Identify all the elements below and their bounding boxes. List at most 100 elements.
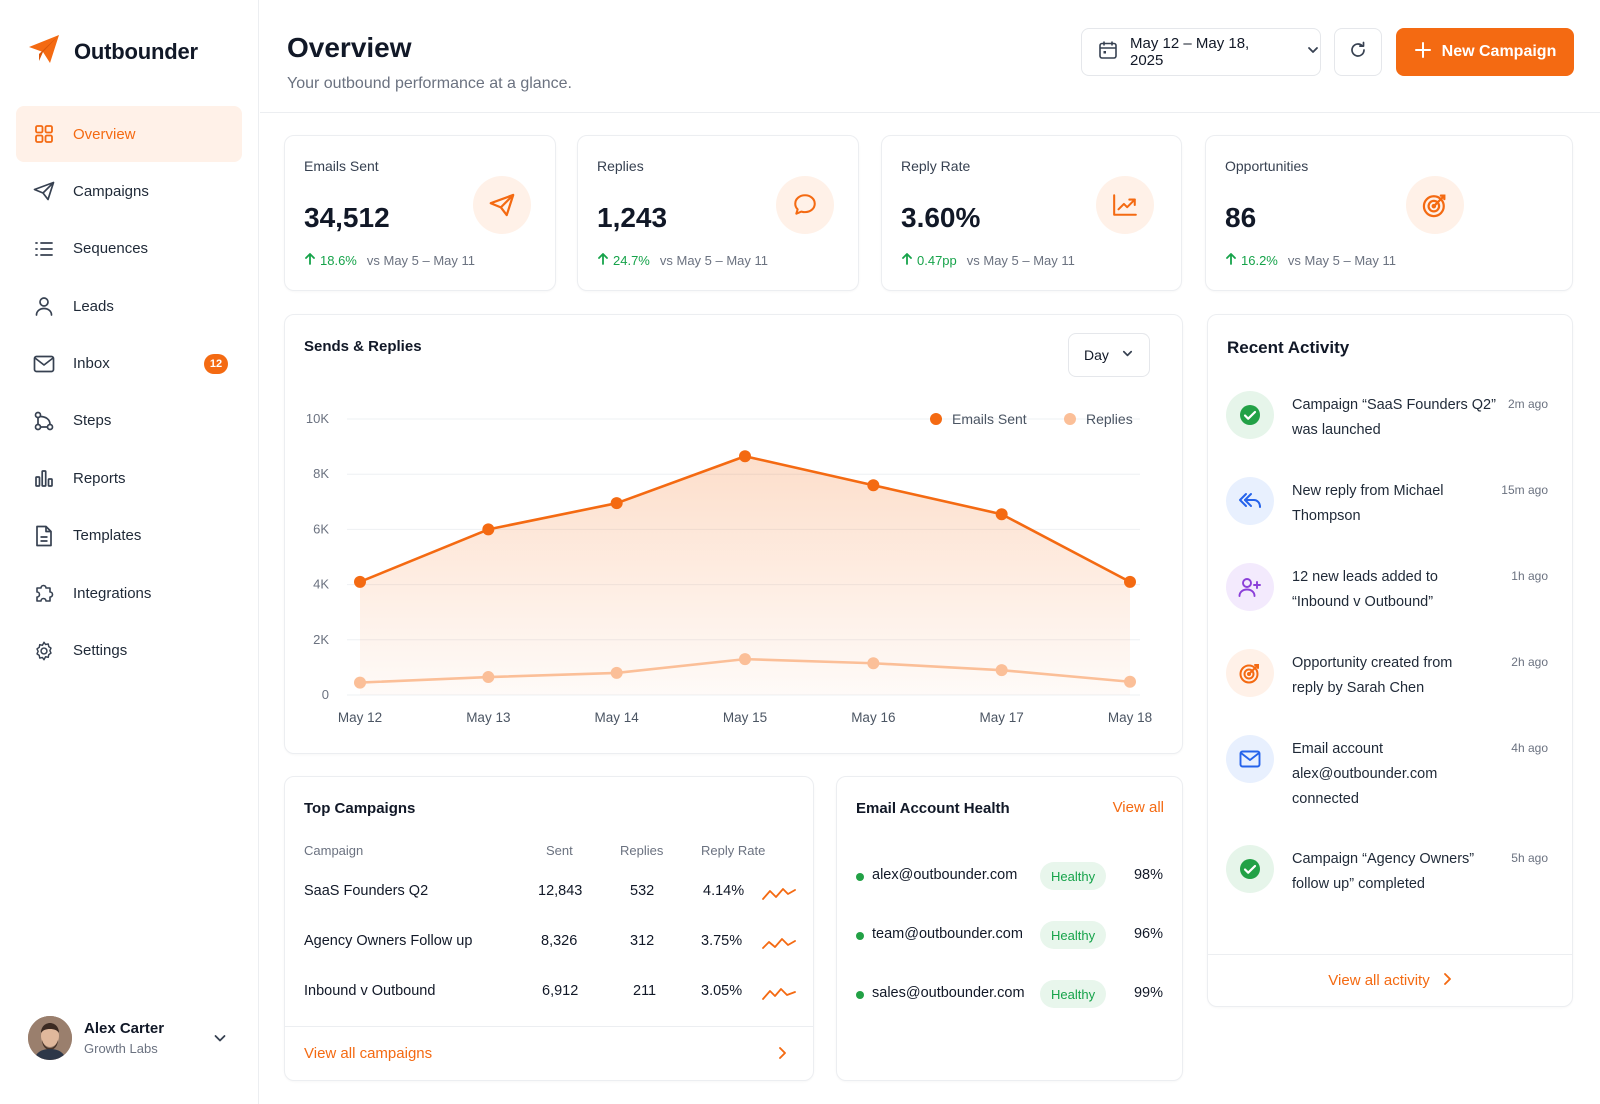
- check-circle-icon: [1226, 391, 1274, 439]
- activity-item[interactable]: Opportunity created from reply by Sarah …: [1226, 649, 1548, 709]
- account-email: team@outbounder.com: [872, 926, 1023, 942]
- activity-title: Recent Activity: [1227, 338, 1350, 357]
- sends-replies-chart-card: Sends & Replies Day 0 2K 4K 6K 8K 10K May 12 M…: [284, 314, 1183, 754]
- sidebar-item-inbox[interactable]: Inbox 12: [16, 336, 242, 392]
- data-point[interactable]: [739, 450, 751, 463]
- chevron-down-icon[interactable]: [212, 1030, 228, 1051]
- data-point[interactable]: [867, 479, 880, 492]
- target-icon: [1406, 176, 1464, 234]
- stat-delta-value: 16.2%: [1241, 252, 1278, 268]
- sidebar-item-campaigns[interactable]: Campaigns: [16, 163, 242, 219]
- account-email: alex@outbounder.com: [872, 867, 1018, 883]
- x-tick-label: May 12: [338, 710, 382, 725]
- date-range-picker[interactable]: May 12 – May 18, 2025: [1081, 28, 1321, 76]
- sidebar-item-label: Sequences: [73, 240, 149, 258]
- campaign-sent: 6,912: [542, 983, 579, 999]
- table-row[interactable]: Inbound v Outbound 6,912 211 3.05%: [285, 983, 813, 1033]
- data-point[interactable]: [610, 497, 623, 510]
- user-menu[interactable]: Alex Carter Growth Labs: [28, 1016, 228, 1060]
- table-row[interactable]: SaaS Founders Q2 12,843 532 4.14%: [285, 883, 813, 933]
- view-all-activity-link[interactable]: View all activity: [1208, 954, 1572, 1006]
- sends-replies-line-chart: 0 2K 4K 6K 8K 10K May 12 May 13 May 14 May 15 May…: [306, 411, 1152, 725]
- stat-card-replies[interactable]: Replies 1,243 24.7% vs May 5 – May 11: [577, 135, 859, 291]
- avatar: [28, 1016, 72, 1060]
- health-title: Email Account Health: [856, 800, 1010, 817]
- mail-icon: [33, 353, 55, 375]
- y-tick-label: 0: [322, 687, 329, 702]
- activity-item[interactable]: Email account alex@outbounder.com connec…: [1226, 735, 1548, 815]
- data-point[interactable]: [482, 523, 495, 536]
- activity-item[interactable]: Campaign “SaaS Founders Q2” was launched…: [1226, 391, 1548, 451]
- account-row[interactable]: alex@outbounder.com Healthy 98%: [856, 862, 1163, 892]
- stat-delta-value: 24.7%: [613, 252, 650, 268]
- data-point[interactable]: [867, 657, 880, 670]
- steps-icon: [33, 410, 55, 432]
- email-health-card: Email Account Health View all alex@outbo…: [836, 776, 1183, 1081]
- sidebar-item-steps[interactable]: Steps: [16, 393, 242, 449]
- stat-card-emails-sent[interactable]: Emails Sent 34,512 18.6% vs May 5 – May …: [284, 135, 556, 291]
- data-point[interactable]: [610, 666, 623, 679]
- data-point[interactable]: [354, 676, 366, 689]
- table-row[interactable]: Agency Owners Follow up 8,326 312 3.75%: [285, 933, 813, 983]
- stat-delta: 0.47pp vs May 5 – May 11: [901, 252, 1075, 268]
- granularity-select[interactable]: Day: [1068, 333, 1150, 377]
- campaign-name: Inbound v Outbound: [304, 983, 436, 999]
- activity-item[interactable]: New reply from Michael Thompson 15m ago: [1226, 477, 1548, 537]
- data-point[interactable]: [1124, 675, 1136, 688]
- series-area: [360, 456, 1130, 695]
- campaign-replies: 532: [630, 883, 655, 899]
- stat-card-reply-rate[interactable]: Reply Rate 3.60% 0.47pp vs May 5 – May 1…: [881, 135, 1182, 291]
- sidebar-item-overview[interactable]: Overview: [16, 106, 242, 162]
- column-header-reply-rate: Reply Rate: [701, 843, 766, 858]
- account-row[interactable]: sales@outbounder.com Healthy 99%: [856, 980, 1163, 1010]
- stat-label: Reply Rate: [901, 158, 971, 174]
- sidebar-item-label: Reports: [73, 469, 126, 487]
- data-point[interactable]: [354, 575, 366, 588]
- activity-time: 4h ago: [1511, 741, 1548, 755]
- sidebar-item-sequences[interactable]: Sequences: [16, 221, 242, 277]
- view-all-accounts-link[interactable]: View all: [1112, 799, 1164, 816]
- legend-swatch: [930, 413, 942, 425]
- column-header-campaign: Campaign: [304, 843, 364, 858]
- refresh-icon: [1348, 40, 1368, 65]
- status-badge: Healthy: [1040, 862, 1107, 890]
- data-point[interactable]: [482, 671, 495, 684]
- sparkline-icon: [762, 885, 796, 905]
- activity-time: 15m ago: [1501, 483, 1548, 497]
- sidebar-item-templates[interactable]: Templates: [16, 508, 242, 564]
- account-row[interactable]: team@outbounder.com Healthy 96%: [856, 921, 1163, 951]
- sidebar-item-settings[interactable]: Settings: [16, 623, 242, 679]
- data-point[interactable]: [739, 653, 751, 666]
- top-campaigns-card: Top Campaigns Campaign Sent Replies Repl…: [284, 776, 814, 1081]
- activity-text: 12 new leads added to “Inbound v Outboun…: [1292, 569, 1438, 610]
- activity-text: Campaign “SaaS Founders Q2” was launched: [1292, 397, 1496, 438]
- refresh-button[interactable]: [1334, 28, 1382, 76]
- data-point[interactable]: [995, 508, 1008, 521]
- activity-item[interactable]: 12 new leads added to “Inbound v Outboun…: [1226, 563, 1548, 623]
- sparkline-icon: [762, 985, 796, 1005]
- stat-delta: 16.2% vs May 5 – May 11: [1225, 252, 1396, 268]
- data-point[interactable]: [995, 664, 1008, 677]
- x-tick-label: May 15: [723, 710, 767, 725]
- data-point[interactable]: [1124, 575, 1136, 588]
- chevron-down-icon: [1306, 43, 1320, 61]
- grid-icon: [33, 123, 55, 145]
- activity-text: New reply from Michael Thompson: [1292, 483, 1444, 524]
- y-tick-label: 10K: [306, 411, 329, 426]
- stat-card-opportunities[interactable]: Opportunities 86 16.2% vs May 5 – May 11: [1205, 135, 1573, 291]
- sidebar-item-reports[interactable]: Reports: [16, 450, 242, 506]
- y-tick-label: 8K: [313, 466, 329, 481]
- activity-item[interactable]: Campaign “Agency Owners” follow up” comp…: [1226, 845, 1548, 905]
- sidebar-item-leads[interactable]: Leads: [16, 278, 242, 334]
- app-logo[interactable]: Outbounder: [28, 34, 198, 69]
- view-all-activity-label: View all activity: [1328, 972, 1430, 989]
- sidebar-item-integrations[interactable]: Integrations: [16, 565, 242, 621]
- view-all-campaigns-link[interactable]: View all campaigns: [285, 1026, 813, 1080]
- status-badge: Healthy: [1040, 921, 1107, 949]
- x-tick-label: May 16: [851, 710, 895, 725]
- stat-label: Emails Sent: [304, 158, 379, 174]
- y-tick-label: 2K: [313, 632, 329, 647]
- document-icon: [33, 525, 55, 547]
- x-tick-label: May 14: [595, 710, 640, 725]
- new-campaign-button[interactable]: New Campaign: [1396, 28, 1574, 76]
